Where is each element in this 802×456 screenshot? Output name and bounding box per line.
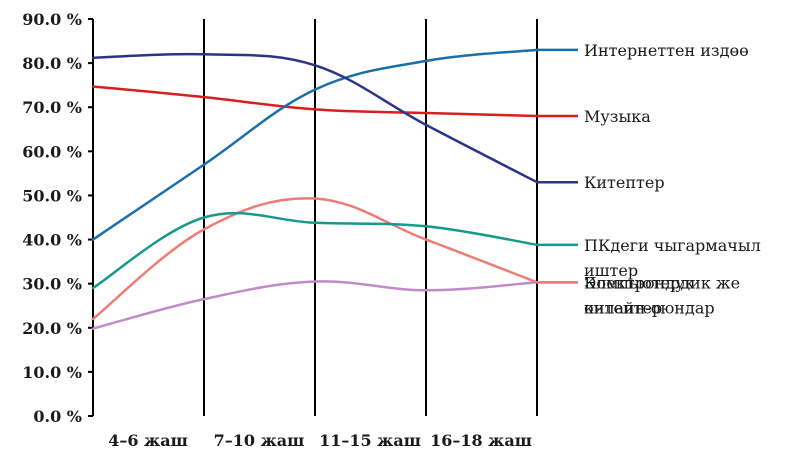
y-tick-label: 70.0 % [22, 98, 82, 117]
x-tick-label: 7–10 жаш [214, 431, 305, 450]
legend-item: ПКдеги чыгармачыл иштер [537, 236, 761, 280]
x-axis-labels: 4–6 жаш 7–10 жаш 11–15 жаш 16–18 жаш [108, 431, 532, 450]
x-tick-label: 16–18 жаш [430, 431, 532, 450]
y-tick-label: 90.0 % [22, 10, 82, 29]
y-tick-label: 20.0 % [22, 319, 82, 338]
legend-label: Компьютердик же [584, 273, 740, 292]
y-tick-label: 40.0 % [22, 231, 82, 250]
legend-label: Музыка [584, 107, 651, 126]
legend-item: Музыка [537, 107, 651, 126]
legend-label: Электрондук [584, 273, 695, 292]
legend-item: Компьютердик же онлайн-оюндар [537, 273, 740, 317]
series-layer [91, 48, 539, 330]
y-tick-label: 60.0 % [22, 142, 82, 161]
legend-item: Китептер [537, 173, 665, 192]
series-line [91, 197, 539, 321]
legend-item: Интернеттен издөө [537, 41, 749, 60]
legend-label: китептер [584, 298, 662, 317]
series-line [91, 280, 539, 330]
legend-label: ПКдеги чыгармачыл [584, 236, 761, 255]
series-line [91, 211, 539, 290]
x-tick-label: 11–15 жаш [319, 431, 421, 450]
legend-label: Китептер [584, 173, 665, 192]
legend-label: иштер [584, 261, 638, 280]
x-tick-label: 4–6 жаш [108, 431, 188, 450]
y-tick-label: 10.0 % [22, 363, 82, 382]
legend: Интернеттен издөө Музыка Китептер ПКдеги чы… [537, 41, 761, 317]
y-tick-label: 30.0 % [22, 275, 82, 294]
series-line [91, 85, 539, 118]
y-axis: 0.0 % 10.0 % 20.0 % 30.0 % 40.0 % 50.0 % 60.0 … [22, 10, 94, 426]
grid-layer [203, 19, 538, 416]
legend-label: Интернеттен издөө [584, 41, 749, 60]
legend-label: онлайн-оюндар [584, 298, 715, 317]
y-tick-label: 50.0 % [22, 186, 82, 205]
y-tick-label: 0.0 % [33, 407, 82, 426]
series-line [91, 48, 539, 241]
series-line [91, 52, 539, 184]
y-tick-label: 80.0 % [22, 54, 82, 73]
